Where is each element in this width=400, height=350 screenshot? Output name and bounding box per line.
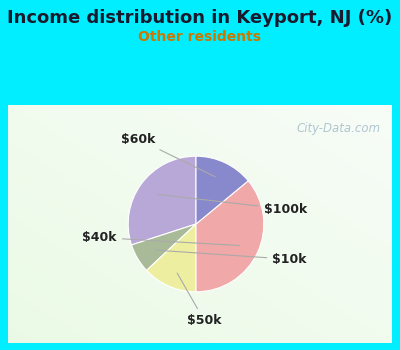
- Text: Income distribution in Keyport, NJ (%): Income distribution in Keyport, NJ (%): [7, 9, 393, 27]
- Wedge shape: [196, 156, 248, 224]
- Text: $40k: $40k: [82, 231, 239, 245]
- Wedge shape: [128, 156, 196, 245]
- Wedge shape: [132, 224, 196, 271]
- Text: $10k: $10k: [155, 250, 307, 266]
- Text: City-Data.com: City-Data.com: [296, 122, 380, 135]
- Text: $100k: $100k: [158, 194, 307, 216]
- Text: $60k: $60k: [121, 133, 215, 177]
- Wedge shape: [196, 181, 264, 292]
- Wedge shape: [146, 224, 196, 292]
- Text: Other residents: Other residents: [138, 30, 262, 44]
- Text: $50k: $50k: [177, 273, 221, 327]
